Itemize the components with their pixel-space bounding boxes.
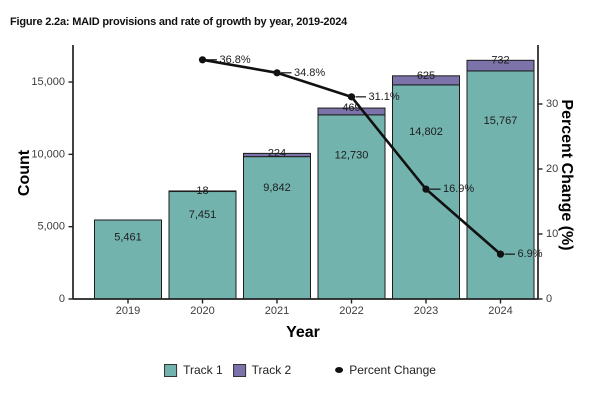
legend-item-track1: Track 1 <box>164 363 223 377</box>
legend-item-track2: Track 2 <box>232 363 292 377</box>
bar-label-track1-2023: 14,802 <box>409 126 443 138</box>
x-tick-label-2023: 2023 <box>414 305 438 317</box>
x-tick-label-2022: 2022 <box>339 305 363 317</box>
bar-track1-2020 <box>168 190 237 300</box>
track1-swatch-icon <box>164 363 178 377</box>
bar-track1-2021 <box>243 156 311 300</box>
legend-label-percent-change: Percent Change <box>349 363 436 377</box>
bar-label-track2-2021: 224 <box>268 147 286 159</box>
track2-swatch-icon <box>232 363 246 377</box>
y-right-tick-label: 20 <box>546 163 558 175</box>
y-right-tick-label: 0 <box>546 293 552 305</box>
bar-label-track1-2024: 15,767 <box>484 115 518 127</box>
bar-label-track2-2023: 625 <box>417 70 435 82</box>
bar-track1-2022 <box>317 114 386 300</box>
legend-label-track1: Track 1 <box>183 363 223 377</box>
x-axis-title-year: Year <box>286 324 320 341</box>
legend-item-percent-change: Percent Change <box>335 363 436 377</box>
x-tick-label-2019: 2019 <box>116 305 140 317</box>
y-axis-title-count: Count <box>16 149 33 197</box>
y-right-tick-label: 30 <box>546 98 558 110</box>
percent-change-label-2021: 34.8% <box>294 67 325 79</box>
x-tick-label-2020: 2020 <box>190 305 214 317</box>
bar-track2-2023 <box>392 75 460 86</box>
percent-change-point-icon <box>335 367 344 373</box>
chart-legend: Track 1 Track 2 Percent Change <box>164 363 436 377</box>
bar-label-track2-2020: 18 <box>196 185 208 197</box>
y-axis-title-percent-change: Percent Change (%) <box>558 99 575 251</box>
percent-change-point-2021 <box>273 69 281 77</box>
percent-change-point-2024 <box>496 250 505 258</box>
bar-label-track1-2022: 12,730 <box>335 149 369 161</box>
y-left-tick-label: 5,000 <box>37 221 65 233</box>
x-tick-label-2024: 2024 <box>488 305 512 317</box>
percent-change-point-2023 <box>422 185 430 193</box>
bar-track1-2019 <box>94 219 162 300</box>
bar-track2-2020 <box>168 190 237 193</box>
bar-label-track2-2022: 469 <box>342 102 360 114</box>
percent-change-label-2023: 16.9% <box>443 183 474 195</box>
bar-track2-2022 <box>317 107 386 116</box>
y-left-tick-label: 15,000 <box>31 76 65 88</box>
x-tick-label-2021: 2021 <box>265 305 289 317</box>
bar-label-track1-2019: 5,461 <box>114 231 142 243</box>
bar-label-track1-2020: 7,451 <box>189 209 217 221</box>
y-left-tick-label: 10,000 <box>31 148 65 160</box>
percent-change-point-2020 <box>198 56 207 64</box>
y-right-tick-label: 10 <box>546 228 558 240</box>
bar-track2-2021 <box>243 152 311 158</box>
y-left-tick-label: 0 <box>59 293 65 305</box>
figure-title: Figure 2.2a: MAID provisions and rate of… <box>10 16 348 28</box>
bar-label-track2-2024: 732 <box>491 54 509 66</box>
percent-change-label-2022: 31.1% <box>369 91 400 103</box>
legend-label-track2: Track 2 <box>251 363 292 377</box>
percent-change-point-2022 <box>347 93 356 101</box>
percent-change-label-2024: 6.9% <box>518 248 543 260</box>
percent-change-label-2020: 36.8% <box>220 54 251 66</box>
bar-track1-2024 <box>466 70 535 300</box>
bar-track2-2024 <box>466 59 535 72</box>
bar-label-track1-2021: 9,842 <box>263 182 291 194</box>
